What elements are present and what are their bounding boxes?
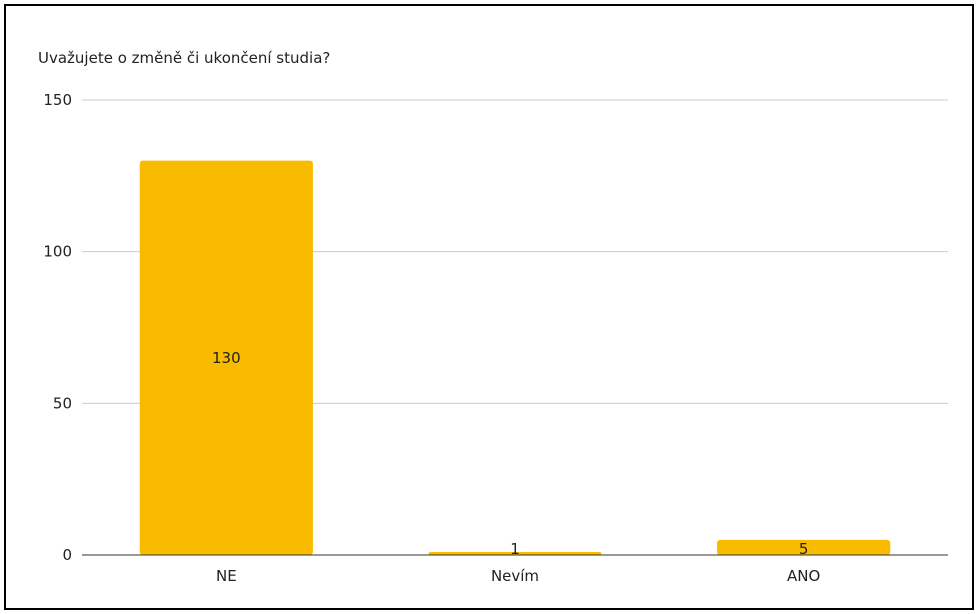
bar (139, 160, 313, 555)
data-label: 1 (510, 540, 520, 558)
x-tick-label: NE (216, 567, 237, 585)
data-label: 5 (799, 540, 809, 558)
bar (428, 551, 602, 555)
chart-title: Uvažujete o změně či ukončení studia? (38, 49, 330, 67)
bar (717, 539, 891, 555)
x-tick-label: Nevím (491, 567, 539, 585)
y-tick-label: 150 (43, 91, 72, 109)
y-tick-label: 0 (62, 546, 72, 564)
y-tick-label: 100 (43, 243, 72, 261)
bar-chart: Uvažujete o změně či ukončení studia? 0 5… (38, 49, 948, 585)
data-label: 130 (212, 349, 241, 367)
x-tick-label: ANO (787, 567, 820, 585)
chart-frame: Uvažujete o změně či ukončení studia? 0 5… (4, 4, 974, 610)
y-tick-label: 50 (53, 394, 72, 412)
